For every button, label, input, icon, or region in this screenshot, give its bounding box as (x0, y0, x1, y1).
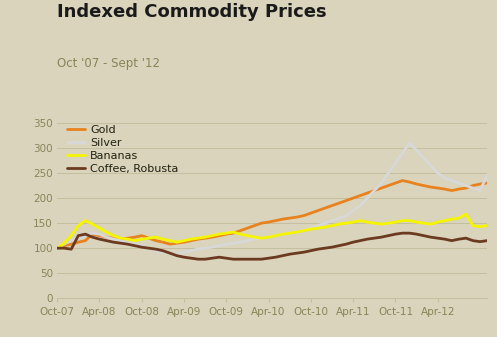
Silver (273, 234, 279, 238)
Gold (89, 232, 95, 236)
Coffee, Robusta (54, 246, 60, 250)
Bananas (428, 222, 434, 226)
Bananas (265, 235, 271, 239)
Bananas (167, 239, 173, 243)
Silver (442, 176, 448, 180)
Bananas (139, 237, 145, 241)
Bananas (54, 246, 60, 250)
Line: Bananas: Bananas (57, 214, 487, 248)
Silver (167, 251, 173, 255)
Line: Coffee, Robusta: Coffee, Robusta (57, 233, 487, 259)
Gold (315, 209, 321, 213)
Text: Oct '07 - Sept '12: Oct '07 - Sept '12 (57, 57, 160, 70)
Silver (322, 221, 328, 225)
Gold (167, 242, 173, 246)
Gold (139, 234, 145, 238)
Gold (435, 186, 441, 190)
Line: Gold: Gold (57, 181, 487, 248)
Gold (484, 181, 490, 185)
Bananas (315, 226, 321, 230)
Silver (407, 141, 413, 145)
Silver (89, 231, 95, 235)
Silver (139, 244, 145, 248)
Bananas (463, 212, 469, 216)
Legend: Gold, Silver, Bananas, Coffee, Robusta: Gold, Silver, Bananas, Coffee, Robusta (67, 125, 179, 174)
Gold (54, 246, 60, 250)
Bananas (89, 222, 95, 226)
Silver (174, 252, 180, 256)
Coffee, Robusta (167, 251, 173, 255)
Silver (484, 174, 490, 178)
Coffee, Robusta (400, 231, 406, 235)
Gold (400, 179, 406, 183)
Line: Silver: Silver (57, 143, 487, 254)
Coffee, Robusta (442, 237, 448, 241)
Coffee, Robusta (273, 255, 279, 259)
Gold (265, 220, 271, 224)
Coffee, Robusta (484, 239, 490, 243)
Coffee, Robusta (195, 257, 201, 261)
Coffee, Robusta (139, 245, 145, 249)
Silver (54, 246, 60, 250)
Bananas (484, 224, 490, 228)
Coffee, Robusta (322, 246, 328, 250)
Text: Indexed Commodity Prices: Indexed Commodity Prices (57, 3, 327, 21)
Coffee, Robusta (89, 235, 95, 239)
